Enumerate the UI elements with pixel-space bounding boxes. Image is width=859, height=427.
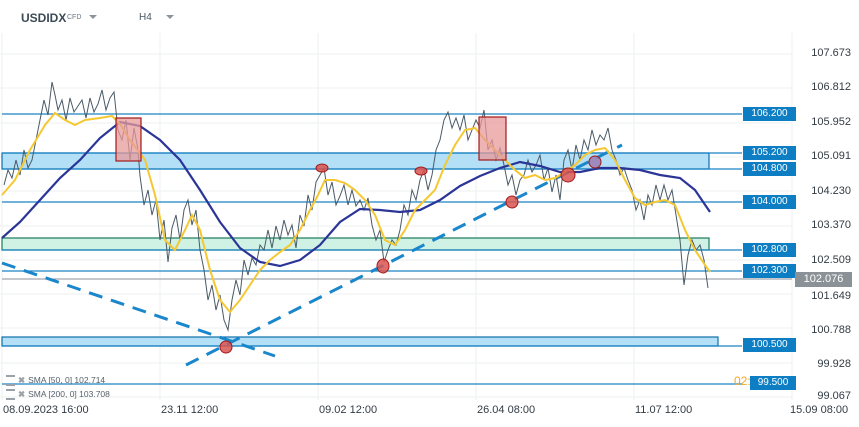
symbol-dropdown-icon[interactable]	[89, 15, 97, 19]
x-tick: 15.09 08:00	[790, 404, 849, 416]
current-price-tag: 102.076	[795, 272, 852, 287]
x-tick: 26.04 08:00	[477, 404, 536, 416]
symbol-type: CFD	[67, 14, 82, 21]
settings-icon[interactable]	[6, 375, 15, 387]
settings-icon[interactable]	[6, 389, 15, 401]
timeframe-dropdown-icon[interactable]	[166, 15, 174, 19]
x-tick: 08.09.2023 16:00	[3, 404, 89, 416]
highlight-box-left[interactable]	[115, 117, 142, 162]
x-tick: 09.02 12:00	[319, 404, 378, 416]
level-tag-106-200[interactable]: 106.200	[743, 107, 796, 121]
level-tag-102-800[interactable]: 102.800	[743, 243, 796, 257]
level-tag-104-000[interactable]: 104.000	[743, 195, 796, 209]
y-tick: 99.067	[817, 390, 851, 402]
indicator-label: SMA [50, 0] 102.714	[28, 375, 106, 385]
level-tag-104-800[interactable]: 104.800	[743, 162, 796, 176]
level-tag-102-300[interactable]: 102.300	[743, 264, 796, 278]
price-series	[3, 81, 709, 332]
y-tick: 105.952	[811, 116, 851, 128]
y-tick: 107.673	[811, 47, 851, 59]
y-tick: 103.370	[811, 219, 851, 231]
indicator-label: SMA [200, 0] 103.708	[28, 389, 110, 399]
remove-icon[interactable]: ✖	[18, 389, 26, 399]
support-zone-100-5[interactable]	[1, 336, 719, 347]
touch-markers	[219, 155, 602, 354]
y-tick: 99.928	[817, 358, 851, 370]
chart-header: USDIDX CFD H4	[0, 0, 859, 32]
symbol-name[interactable]: USDIDX	[21, 11, 67, 25]
y-tick: 100.788	[811, 324, 851, 336]
y-tick: 102.509	[811, 254, 851, 266]
support-zone-102-8[interactable]	[1, 237, 710, 251]
x-tick: 23.11 12:00	[161, 404, 219, 416]
y-tick: 105.091	[811, 150, 851, 162]
x-tick: 11.07 12:00	[635, 404, 693, 416]
remove-icon[interactable]: ✖	[18, 375, 26, 385]
highlight-box-right[interactable]	[478, 116, 507, 161]
indicator-sma50[interactable]: ✖ SMA [50, 0] 102.714	[6, 375, 106, 387]
level-tag-100-500[interactable]: 100.500	[743, 338, 796, 352]
y-tick: 106.812	[811, 81, 851, 93]
level-tag-105-200[interactable]: 105.200	[743, 146, 796, 160]
y-tick: 104.230	[811, 185, 851, 197]
timeframe-selector[interactable]: H4	[139, 12, 152, 23]
trendlines[interactable]	[1, 143, 623, 367]
y-tick: 101.649	[811, 290, 851, 302]
indicator-sma200[interactable]: ✖ SMA [200, 0] 103.708	[6, 389, 110, 401]
level-tag-99-500[interactable]: 99.500	[750, 376, 796, 390]
